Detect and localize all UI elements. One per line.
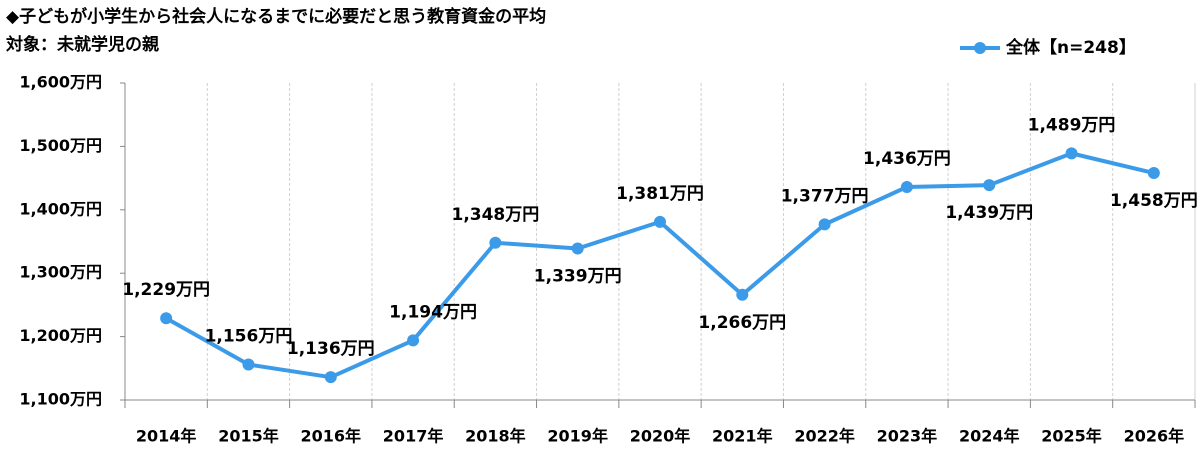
x-tick-label: 2016年 [300, 427, 361, 446]
data-point [242, 358, 255, 371]
y-tick-label: 1,300万円 [19, 263, 102, 282]
chart-title: ◆子どもが小学生から社会人になるまでに必要だと思う教育資金の平均 [6, 6, 546, 27]
chart-subtitle: 対象：未就学児の親 [5, 34, 159, 55]
legend-marker [974, 42, 986, 54]
x-tick-label: 2022年 [794, 427, 855, 446]
data-point [1147, 167, 1160, 180]
data-point [983, 179, 996, 192]
data-label: 1,194万円 [389, 302, 477, 322]
y-tick-label: 1,600万円 [19, 73, 102, 92]
data-label: 1,348万円 [451, 205, 539, 225]
data-point [900, 180, 913, 193]
data-label: 1,377万円 [781, 186, 869, 206]
data-point [160, 312, 173, 325]
data-point [654, 215, 666, 228]
data-label: 1,436万円 [863, 149, 951, 169]
x-tick-label: 2023年 [877, 427, 938, 446]
y-tick-label: 1,400万円 [19, 199, 102, 218]
data-label: 1,266万円 [698, 313, 786, 333]
data-point [1065, 147, 1078, 160]
x-tick-label: 2015年 [218, 427, 279, 446]
x-tick-label: 2024年 [959, 427, 1020, 446]
data-point [571, 242, 584, 255]
data-point [736, 288, 749, 301]
y-tick-label: 1,200万円 [19, 326, 102, 345]
x-tick-label: 2019年 [547, 427, 608, 446]
x-tick-label: 2020年 [630, 427, 691, 446]
y-tick-label: 1,100万円 [19, 390, 102, 409]
data-label: 1,136万円 [287, 339, 375, 359]
data-label: 1,489万円 [1028, 115, 1116, 135]
data-point [324, 371, 337, 384]
data-label: 1,156万円 [205, 326, 293, 346]
x-tick-label: 2017年 [383, 427, 444, 446]
data-label: 1,439万円 [945, 203, 1033, 223]
data-point [489, 236, 502, 249]
y-tick-label: 1,500万円 [19, 136, 102, 155]
data-label: 1,381万円 [616, 184, 704, 204]
data-label: 1,458万円 [1110, 191, 1198, 211]
x-tick-label: 2021年 [712, 427, 773, 446]
x-tick-label: 2014年 [136, 427, 197, 446]
x-tick-label: 2018年 [465, 427, 526, 446]
data-point [818, 218, 831, 231]
data-label: 1,339万円 [534, 266, 622, 286]
legend-label: 全体【n=248】 [1005, 37, 1136, 58]
data-point [407, 334, 420, 347]
x-tick-label: 2025年 [1041, 427, 1102, 446]
data-label: 1,229万円 [122, 280, 210, 300]
x-tick-label: 2026年 [1124, 427, 1185, 446]
